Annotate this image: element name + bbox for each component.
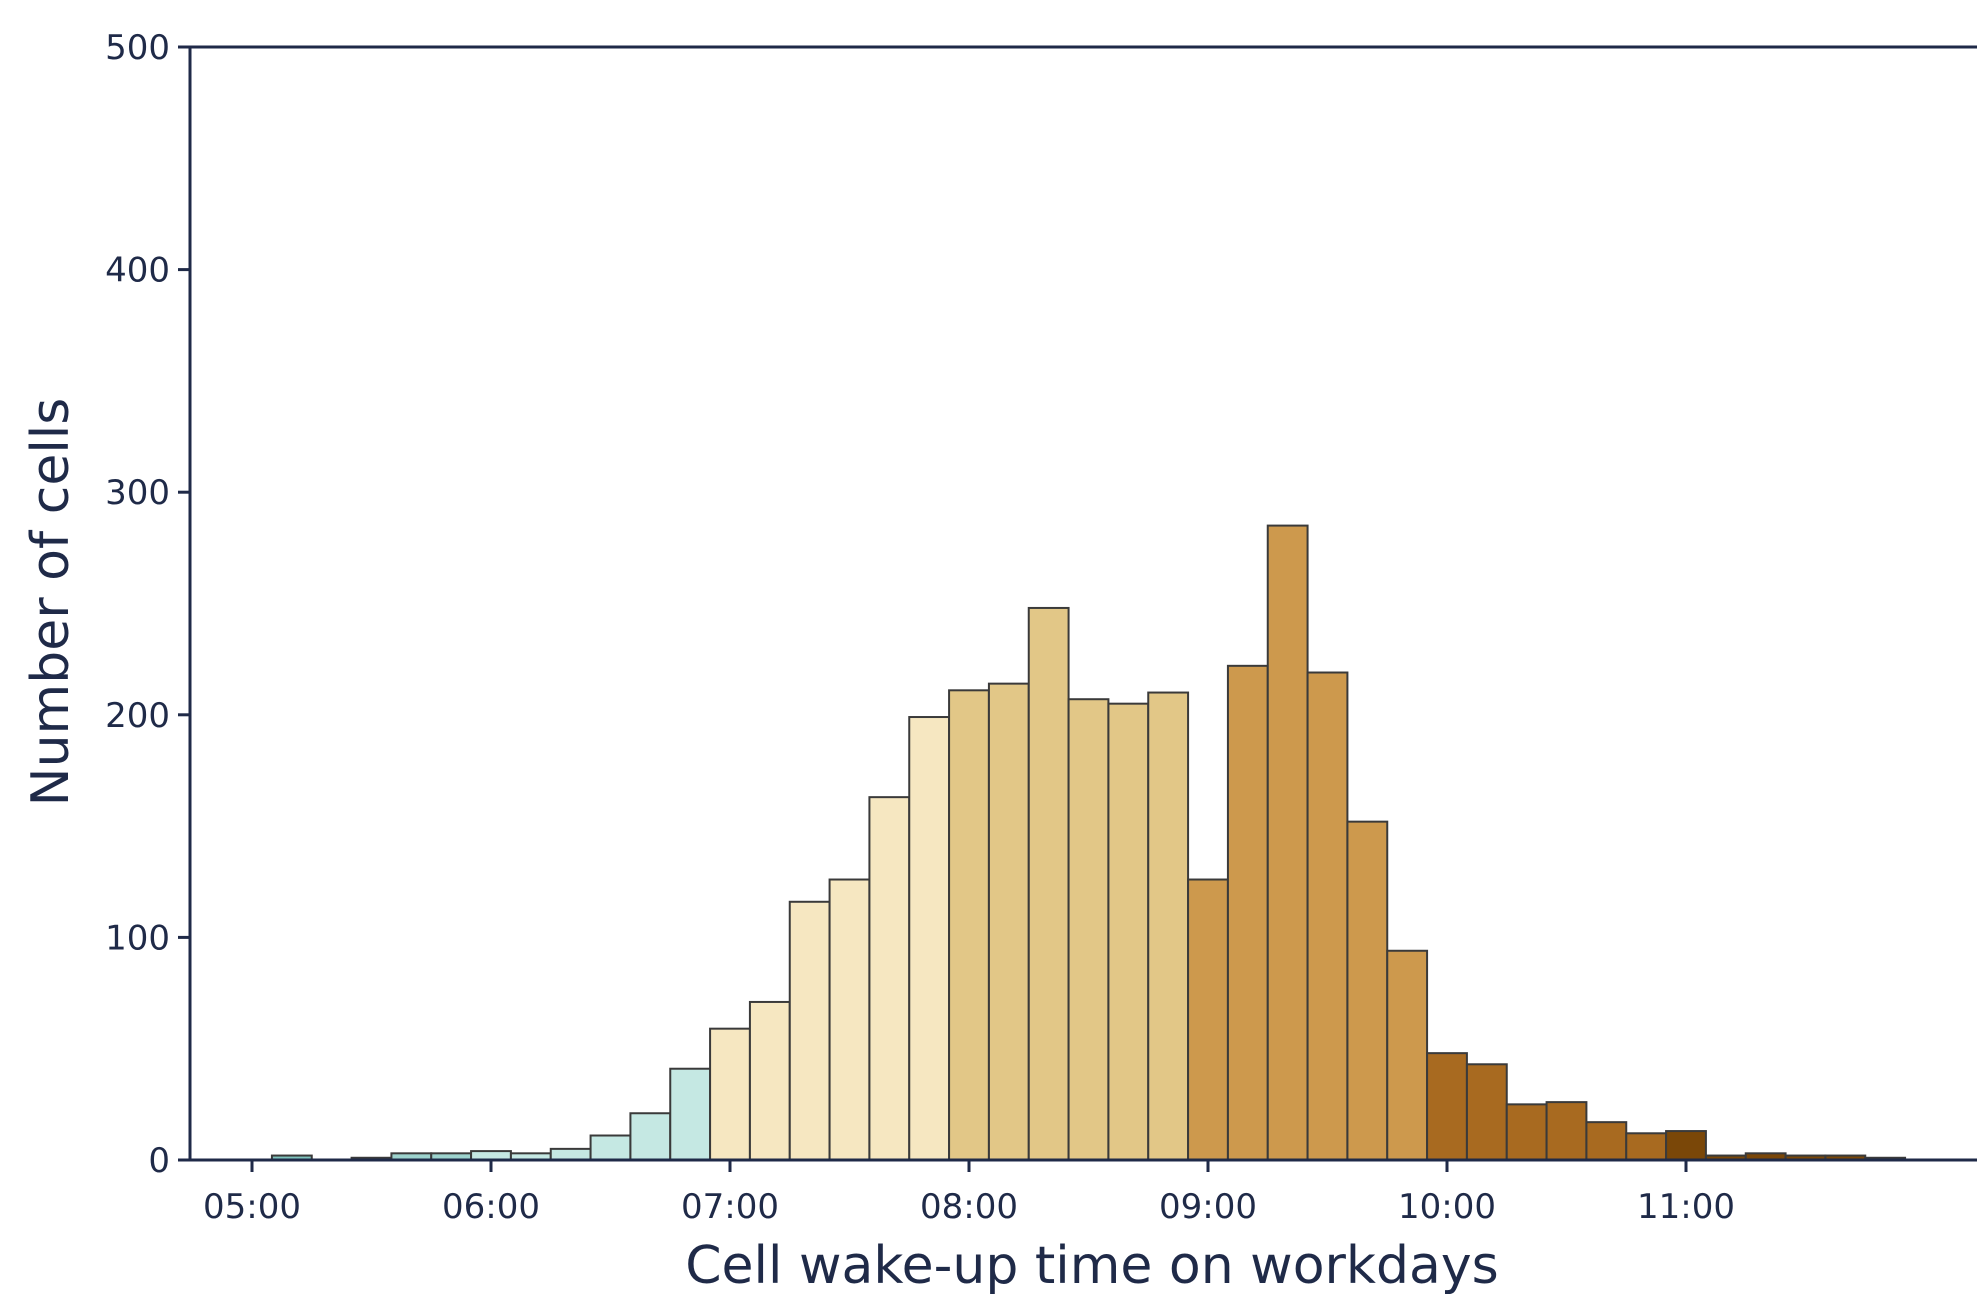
histogram-bar-0615 <box>549 1147 592 1161</box>
histogram-bar-0835 <box>1107 702 1150 1161</box>
histogram-bar-0745 <box>908 716 951 1162</box>
histogram-bar-0925 <box>1306 671 1349 1161</box>
axes-layer: 0 100 200 300 400 500 05:00 06:00 07:00 08:00 09:0… <box>105 28 1977 1227</box>
x-tick-label: 08:00 <box>920 1187 1018 1227</box>
histogram-bar-0705 <box>748 1000 791 1162</box>
histogram-bar-0715 <box>788 900 831 1162</box>
histogram-bar-0655 <box>709 1027 751 1162</box>
histogram-bar-1045 <box>1625 1132 1668 1162</box>
histogram-bar-0625 <box>589 1134 632 1162</box>
histogram-bar-0905 <box>1226 664 1269 1162</box>
histogram-bar-1005 <box>1465 1063 1508 1162</box>
x-tick-label: 06:00 <box>442 1187 540 1227</box>
histogram-bar-1035 <box>1585 1121 1628 1162</box>
y-tick-label: 500 <box>105 28 170 68</box>
x-tick-label: 10:00 <box>1398 1187 1496 1227</box>
y-tick-label: 200 <box>105 696 170 736</box>
histogram-bar-0755 <box>948 689 990 1161</box>
x-tick-label: 11:00 <box>1637 1187 1735 1227</box>
y-tick-label: 0 <box>148 1141 170 1181</box>
y-axis-title: Number of cells <box>21 398 81 807</box>
histogram-bar-0935 <box>1346 820 1389 1162</box>
histogram-bar-0815 <box>1027 606 1070 1161</box>
x-axis-title: Cell wake-up time on workdays <box>685 1236 1499 1296</box>
histogram-bar-0725 <box>828 878 871 1162</box>
histogram-bar-0645 <box>669 1067 712 1161</box>
y-tick-label: 100 <box>105 918 170 958</box>
histogram-bar-1025 <box>1545 1101 1588 1161</box>
y-tick-label: 300 <box>105 473 170 513</box>
histogram-bar-0805 <box>987 682 1030 1161</box>
histogram-bar-0735 <box>868 796 911 1161</box>
x-tick-label: 07:00 <box>681 1187 779 1227</box>
x-tick-label: 05:00 <box>203 1187 301 1227</box>
labels-layer: Cell wake-up time on workdays Number of … <box>21 398 1499 1296</box>
histogram-bar-0825 <box>1067 698 1110 1161</box>
histogram-bar-0955 <box>1426 1052 1468 1162</box>
y-tick-label: 400 <box>105 251 170 291</box>
histogram-bar-0855 <box>1187 878 1229 1162</box>
x-tick-label: 09:00 <box>1159 1187 1257 1227</box>
histogram-bar-0635 <box>629 1112 672 1161</box>
histogram-bar-1015 <box>1505 1103 1548 1161</box>
histogram-bar-0915 <box>1266 524 1309 1161</box>
histogram-bar-0845 <box>1147 691 1190 1161</box>
histogram-bar-1055 <box>1665 1130 1707 1162</box>
histogram-bar-0945 <box>1386 949 1429 1162</box>
bars-layer <box>270 524 1907 1162</box>
